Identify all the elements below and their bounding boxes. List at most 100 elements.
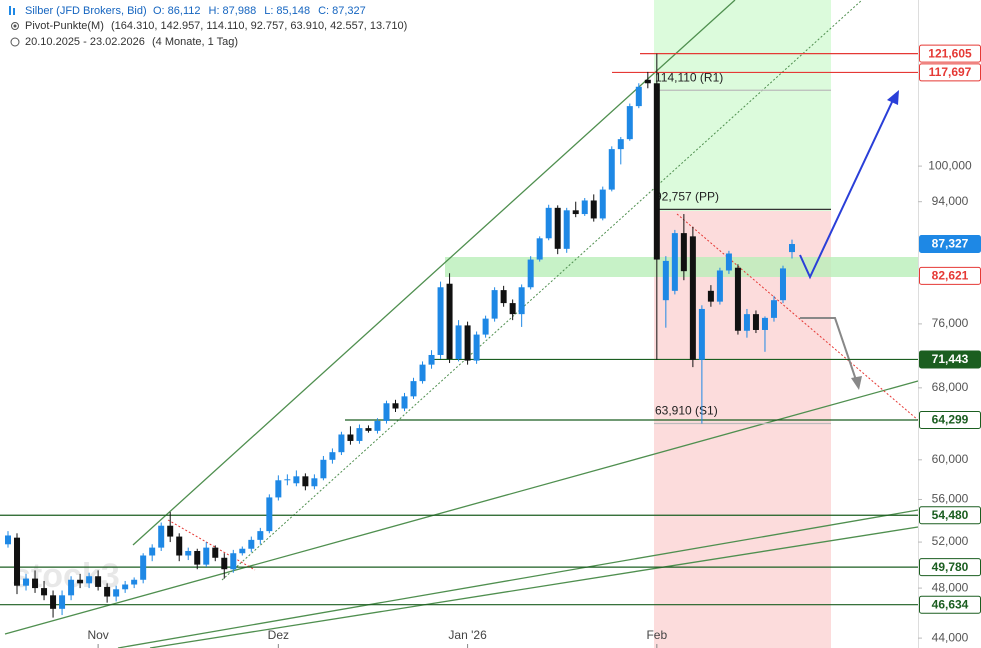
candle-body [563,210,570,249]
candle-body [158,525,165,548]
watermark: stock3 [12,557,120,595]
candle-body [212,547,219,558]
candle-body [185,550,192,556]
scenario-arrow-up [799,99,894,280]
trend-red-dotted [676,213,919,421]
candle-body [221,557,228,570]
y-tick-label: 56,000 [932,492,969,506]
y-tick-label: 68,000 [932,380,969,394]
candle-body [284,479,291,481]
candle-body [779,268,786,301]
arrow-head [851,376,862,390]
level-label: 54,480 [932,508,969,522]
trend-line [117,509,919,648]
quote-value: O: 86,112 [153,5,201,17]
y-tick-label: 100,000 [928,158,972,172]
candle-body [203,547,210,565]
candle-body [32,578,39,589]
candle-body [302,476,309,487]
candle-body [626,106,633,140]
y-tick-label: 48,000 [932,580,969,594]
candle-body [707,290,714,302]
candle-body [572,210,579,215]
candle-body [428,354,435,365]
candle-body [113,589,120,597]
target-zone-up [654,0,831,211]
candle-body [446,283,453,359]
candle-body [320,459,327,479]
level-label: 71,443 [932,352,969,366]
candle-body [581,200,588,215]
x-tick-label: Feb [646,628,667,642]
candle-body [41,588,48,596]
candle-body [545,207,552,239]
trend-line [149,526,919,648]
candle-body [590,200,597,219]
candle-body [473,334,480,361]
candle-body [176,536,183,556]
candle-body [77,579,84,584]
candle-body [356,428,363,441]
quote-value: C: 87,327 [318,5,366,17]
candle-body [725,253,732,271]
level-label: 87,327 [932,237,969,251]
icon [13,8,15,15]
candle-body [455,325,462,359]
candle-body [635,86,642,107]
candle-body [554,207,561,249]
x-tick-label: Jan '26 [448,628,487,642]
level-label: 121,605 [928,46,972,60]
candle-body [671,233,678,291]
candle-body [689,236,696,360]
candle-body [437,287,444,355]
y-tick-label: 60,000 [932,452,969,466]
candle-body [131,579,138,585]
background-layer: stock3 [12,0,918,648]
candle-body [104,586,111,597]
candle-body [653,83,660,260]
candle-body [167,525,174,537]
pivot-label: 114,110 (R1) [655,70,723,84]
candle-body [491,290,498,319]
candle-body [518,287,525,315]
legend-header: Silber (JFD Brokers, Bid) Pivot-Punkte(M… [9,5,407,48]
candle-body [257,531,264,540]
level-label: 82,621 [932,269,969,283]
quote-value: H: 87,988 [209,5,257,17]
candle-body [608,149,615,190]
candle-body [239,548,246,554]
candle-body [311,478,318,487]
candle-body [293,476,300,484]
candle-body [140,555,147,580]
indicator-values: (164.310, 142.957, 114.110, 92.757, 63.9… [111,20,407,32]
level-label: 49,780 [932,560,969,574]
indicator-name: Pivot-Punkte(M) [25,20,104,32]
candle-body [464,325,471,361]
candle-body [599,189,606,219]
candle-body [500,290,507,304]
candle-body [59,595,66,609]
candle-body [419,364,426,382]
y-tick-label: 52,000 [932,534,969,548]
icon [10,37,20,47]
x-tick-label: Nov [87,628,108,642]
candle-body [698,308,705,360]
level-label: 46,634 [932,597,969,611]
candle-body [347,434,354,441]
level-label: 117,697 [929,65,972,79]
y-tick-label: 44,000 [932,630,969,644]
candle-body [536,238,543,260]
candle-body [329,452,336,460]
candle-body [149,547,156,556]
candle-body [374,420,381,431]
icon [9,6,11,15]
instrument-title: Silber (JFD Brokers, Bid) [25,5,147,17]
candle-body [230,553,237,570]
candle-body [5,535,11,545]
candle-body [95,576,102,587]
arrow-head [887,90,899,105]
candle-body [509,303,516,315]
candle-body [527,259,534,288]
candle-body [617,139,624,150]
candle-body [275,480,282,498]
